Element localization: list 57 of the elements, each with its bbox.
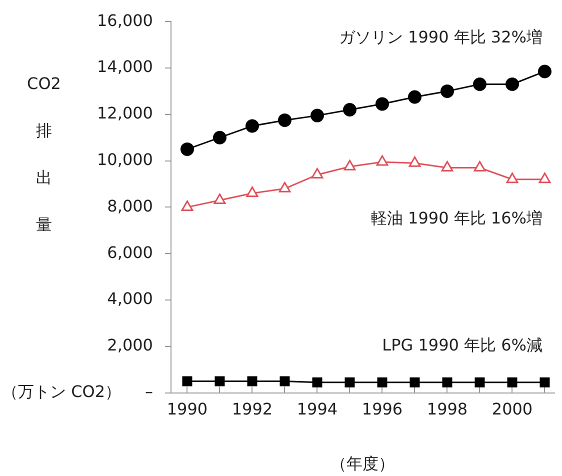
point [440, 84, 454, 98]
point [182, 376, 192, 386]
x-tick-label: 2000 [492, 400, 533, 419]
series-label: ガソリン 1990 年比 32%増 [338, 28, 542, 47]
point [344, 377, 355, 388]
point [311, 168, 324, 178]
point [247, 376, 258, 386]
y-tick-label: 12,000 [97, 104, 153, 123]
point [246, 186, 258, 198]
point [506, 77, 519, 91]
y-tick-label: 14,000 [97, 57, 153, 76]
point [278, 113, 292, 127]
point [507, 377, 518, 388]
series-label: 軽油 1990 年比 16%増 [370, 208, 542, 228]
point [312, 377, 322, 388]
point [180, 142, 194, 156]
point [245, 119, 259, 133]
y-tick-label: 2,000 [107, 336, 153, 355]
point [344, 160, 356, 170]
point [181, 200, 194, 211]
point [506, 172, 518, 184]
x-tick-label: 1996 [362, 400, 403, 419]
x-tick-label: 1994 [296, 400, 338, 419]
point [375, 97, 389, 111]
point [310, 108, 324, 122]
y-tick-label: 8,000 [107, 196, 153, 216]
point [538, 172, 551, 184]
point [410, 377, 420, 388]
y-tick-label: 6,000 [107, 242, 153, 262]
point [442, 377, 452, 388]
y-tick-label: – [144, 382, 153, 401]
x-tick-label: 1998 [426, 400, 468, 419]
point [408, 156, 421, 167]
point [342, 103, 356, 117]
point [408, 90, 422, 104]
x-tick-label: 1990 [166, 400, 208, 419]
x-tick-label: 1992 [232, 400, 273, 419]
text: CO2 排出量 [27, 74, 61, 234]
point [377, 377, 388, 388]
y-tick-label: 10,000 [97, 150, 153, 169]
point [474, 161, 486, 172]
point [280, 376, 290, 386]
point [441, 161, 454, 172]
point [474, 377, 485, 388]
y-tick-label: 4,000 [107, 289, 153, 308]
point [540, 377, 550, 388]
point [538, 64, 552, 78]
y-tick-label: 16,000 [97, 10, 153, 30]
point [212, 130, 226, 144]
point [472, 77, 486, 91]
point [278, 182, 291, 192]
point [214, 193, 226, 204]
x-axis-title: （年度） [330, 454, 395, 474]
point [376, 155, 388, 166]
text: （万トン CO2） [2, 382, 122, 401]
series-label: LPG 1990 年比 6%減 [382, 336, 542, 355]
point [214, 376, 225, 386]
